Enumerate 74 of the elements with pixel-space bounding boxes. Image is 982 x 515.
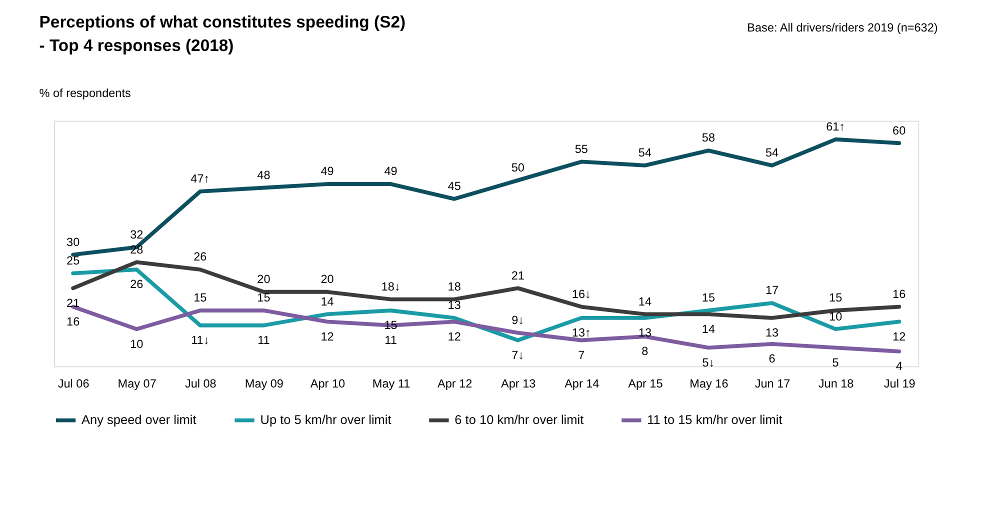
legend-label: Any speed over limit xyxy=(82,412,197,428)
x-tick-label: Apr 15 xyxy=(628,377,664,390)
data-label: 25 xyxy=(66,254,80,268)
data-label: 45 xyxy=(448,180,462,194)
data-label: 61↑ xyxy=(826,120,846,134)
data-label: 32 xyxy=(130,228,144,242)
x-tick-label: Jul 19 xyxy=(884,377,916,390)
data-label: 47↑ xyxy=(190,172,210,186)
data-label: 11 xyxy=(258,334,270,348)
x-tick-label: Jul 08 xyxy=(184,377,217,390)
data-label: 20 xyxy=(320,273,334,286)
data-label: 7 xyxy=(578,348,585,362)
data-label: 5↓ xyxy=(702,356,715,370)
data-label: 11↓ xyxy=(191,334,210,348)
data-label: 14 xyxy=(638,295,652,308)
data-label: 49 xyxy=(384,165,398,178)
data-label: 18↓ xyxy=(381,280,400,294)
x-tick-label: May 07 xyxy=(118,377,156,390)
legend-label: 11 to 15 km/hr over limit xyxy=(647,412,783,428)
x-tick-label: May 09 xyxy=(244,377,284,390)
data-label: 5 xyxy=(832,356,840,370)
data-label: 16 xyxy=(66,315,80,328)
x-tick-label: May 16 xyxy=(690,377,729,390)
data-label: 58 xyxy=(702,132,716,145)
data-label: 20 xyxy=(257,273,271,286)
x-tick-label: Jun 18 xyxy=(818,377,854,390)
data-label: 4 xyxy=(896,360,903,374)
chart-title: Perceptions of what constitutes speeding (S2) - Top 4 responses (2018) xyxy=(39,12,406,56)
data-label: 16↓ xyxy=(572,288,591,301)
data-label: 15 xyxy=(829,292,843,305)
data-label: 18 xyxy=(448,280,462,294)
data-label: 55 xyxy=(574,142,588,156)
data-label: 17 xyxy=(765,284,779,298)
x-tick-label: Apr 12 xyxy=(437,377,472,390)
data-label: 48 xyxy=(257,168,271,182)
data-label: 12 xyxy=(448,330,461,344)
x-tick-label: Apr 14 xyxy=(564,377,600,390)
data-label: 50 xyxy=(511,161,525,174)
data-label: 26 xyxy=(130,278,144,292)
legend-label: Up to 5 km/hr over limit xyxy=(260,412,392,428)
data-label: 60 xyxy=(892,124,906,138)
data-label: 10 xyxy=(829,310,843,324)
data-label: 12 xyxy=(892,330,906,344)
data-label: 16 xyxy=(892,288,906,301)
data-label: 49 xyxy=(320,165,334,178)
data-label: 15 xyxy=(257,292,271,305)
data-label: 26 xyxy=(194,250,208,264)
data-label: 9↓ xyxy=(512,314,524,327)
data-label: 13 xyxy=(765,326,780,340)
data-label: 6 xyxy=(768,352,776,366)
data-label: 13 xyxy=(448,299,462,312)
data-label: 10 xyxy=(130,338,144,351)
data-label: 14 xyxy=(702,322,716,336)
legend-label: 6 to 10 km/hr over limit xyxy=(454,412,584,428)
data-label: 54 xyxy=(638,146,652,160)
data-label: 15 xyxy=(702,292,716,305)
x-tick-label: Apr 13 xyxy=(501,377,536,390)
data-label: 14 xyxy=(320,295,334,308)
x-tick-label: May 11 xyxy=(372,377,410,390)
x-tick-label: Jul 06 xyxy=(58,377,90,390)
data-label: 7↓ xyxy=(512,348,524,362)
data-label: 11 xyxy=(384,334,397,348)
data-label: 21 xyxy=(66,296,80,310)
data-label: 15 xyxy=(194,292,208,305)
data-label: 21 xyxy=(511,269,524,282)
data-label: 13↑ xyxy=(572,326,591,340)
x-tick-label: Apr 10 xyxy=(310,377,346,390)
data-label: 8 xyxy=(642,345,649,358)
x-tick-label: Jun 17 xyxy=(754,377,790,390)
data-label: 30 xyxy=(66,236,80,249)
text: Base: All drivers/riders 2019 (n=632) xyxy=(747,21,938,34)
data-label: 12 xyxy=(320,330,334,344)
data-label: 54 xyxy=(765,146,780,160)
y-axis-title: % of respondents xyxy=(39,87,131,100)
